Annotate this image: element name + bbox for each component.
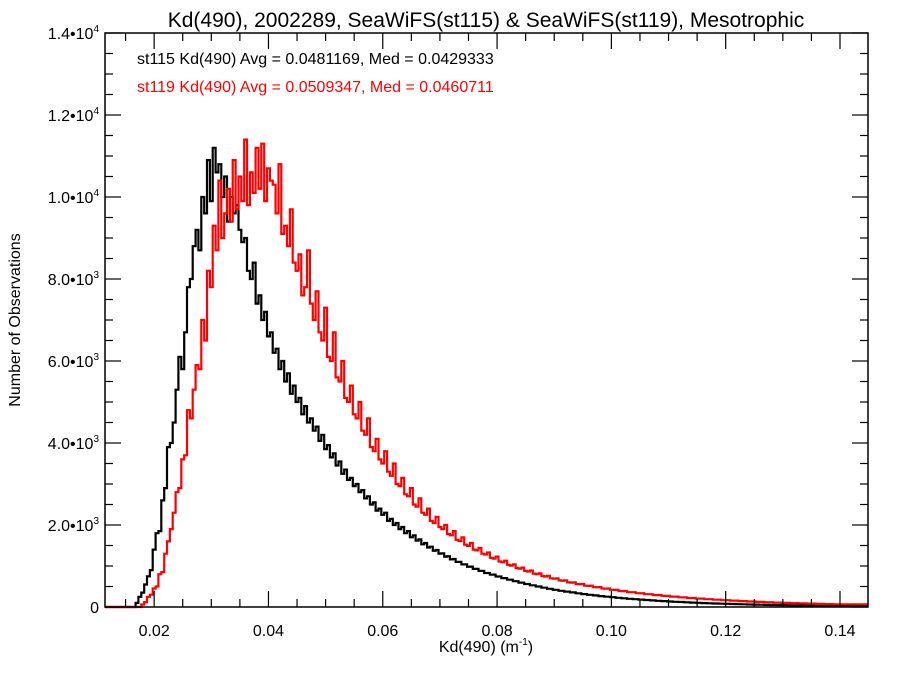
y-tick-mantissa: 6.0•10: [48, 354, 94, 371]
series-line-st115: [105, 146, 868, 609]
y-tick-label: 6.0•103: [48, 352, 100, 371]
legend-entry-st115: st115 Kd(490) Avg = 0.0481169, Med = 0.0…: [137, 51, 494, 68]
y-tick-label: 4.0•103: [48, 434, 100, 453]
x-axis-label-main: Kd(490) (m: [439, 639, 519, 656]
y-tick-label: 2.0•103: [48, 516, 100, 535]
y-tick-labels: 02.0•1034.0•1036.0•1038.0•1031.0•1041.2•…: [48, 24, 100, 617]
y-tick-mantissa: 1.2•10: [48, 108, 94, 125]
x-tick-label: 0.04: [253, 623, 284, 640]
y-tick-mantissa: 0: [90, 600, 99, 617]
y-tick-exponent: 3: [93, 516, 99, 527]
series-layer: [105, 138, 868, 609]
x-tick-label: 0.02: [139, 623, 170, 640]
y-tick-exponent: 3: [93, 434, 99, 445]
y-tick-mantissa: 1.4•10: [48, 26, 94, 43]
x-tick-label: 0.10: [596, 623, 627, 640]
y-tick-exponent: 4: [93, 106, 99, 117]
y-tick-exponent: 4: [93, 188, 99, 199]
series-line-st119: [105, 138, 868, 609]
y-tick-label: 8.0•103: [48, 270, 100, 289]
y-tick-mantissa: 2.0•10: [48, 518, 94, 535]
y-tick-mantissa: 1.0•10: [48, 190, 94, 207]
legend-entry-st119: st119 Kd(490) Avg = 0.0509347, Med = 0.0…: [137, 79, 494, 96]
y-tick-mantissa: 8.0•10: [48, 272, 94, 289]
plot-frame: [104, 32, 869, 608]
y-tick-exponent: 4: [93, 24, 99, 35]
y-tick-label: 1.2•104: [48, 106, 100, 125]
x-tick-label: 0.14: [824, 623, 855, 640]
y-tick-label: 1.0•104: [48, 188, 100, 207]
x-axis-label-sup: -1: [519, 637, 528, 648]
y-tick-label: 0: [90, 600, 99, 617]
x-tick-label: 0.12: [710, 623, 741, 640]
y-tick-exponent: 3: [93, 352, 99, 363]
x-tick-labels: 0.02 0.04 0.06 0.08 0.10 0.12 0.14: [139, 623, 856, 640]
x-tick-label: 0.08: [482, 623, 513, 640]
y-tick-exponent: 3: [93, 270, 99, 281]
x-tick-label: 0.06: [367, 623, 398, 640]
y-tick-mantissa: 4.0•10: [48, 436, 94, 453]
y-axis-label: Number of Observations: [7, 233, 24, 406]
x-axis-label: Kd(490) (m-1): [439, 637, 533, 656]
x-axis-label-close: ): [528, 639, 533, 656]
chart-title: Kd(490), 2002289, SeaWiFS(st115) & SeaWi…: [168, 9, 805, 32]
y-tick-label: 1.4•104: [48, 24, 100, 43]
ticks-layer: [105, 32, 868, 608]
